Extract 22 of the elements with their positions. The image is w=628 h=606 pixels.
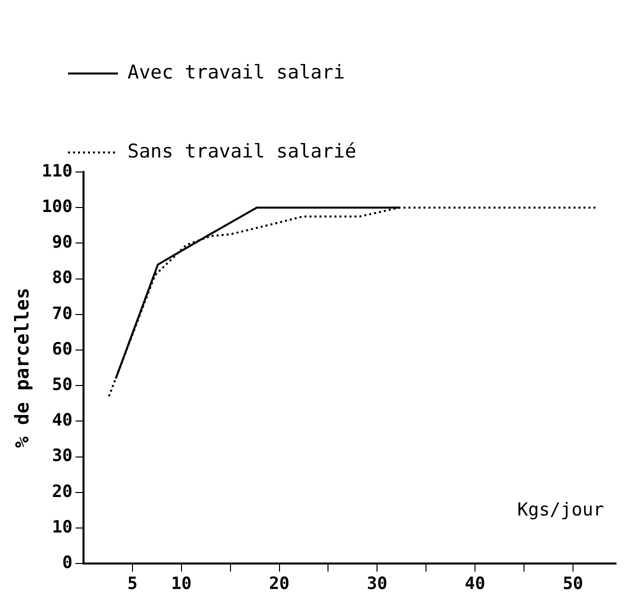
y-axis-title: % de parcelles [11, 288, 34, 448]
y-tick-label: 20 [52, 482, 73, 502]
y-tick-label: 50 [52, 375, 73, 396]
legend-label: Sans travail salarié [128, 140, 356, 162]
y-tick-label: 60 [52, 339, 73, 360]
x-tick-label: 40 [464, 574, 486, 594]
y-tick-label: 30 [52, 446, 73, 466]
legend-label: Avec travail salari [128, 61, 345, 84]
y-tick-label: 100 [42, 197, 73, 218]
x-tick-label: 20 [269, 574, 290, 594]
x-axis-title: Kgs/jour [517, 500, 604, 521]
y-tick-label: 0 [62, 553, 73, 574]
x-tick-label: 10 [171, 574, 192, 594]
y-tick-label: 10 [52, 517, 73, 538]
x-tick-label: 30 [366, 574, 388, 594]
y-tick-label: 80 [52, 268, 73, 288]
y-tick-label: 110 [42, 161, 73, 182]
x-tick-label: 5 [127, 574, 138, 594]
y-tick-label: 70 [52, 304, 73, 324]
x-tick-label: 50 [562, 574, 584, 594]
y-tick-label: 90 [52, 232, 73, 253]
y-tick-label: 40 [52, 410, 73, 431]
